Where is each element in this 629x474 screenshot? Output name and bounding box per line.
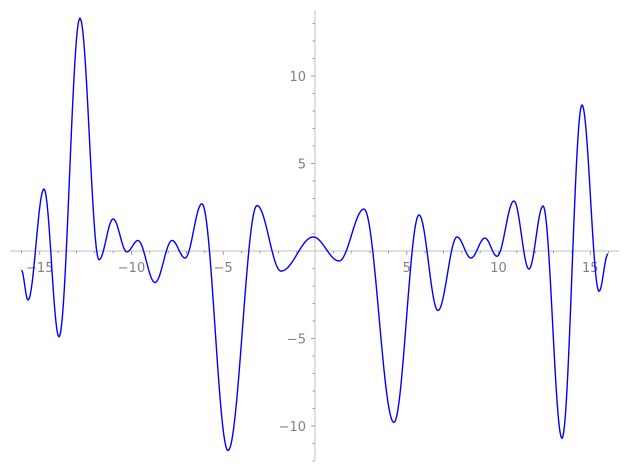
ticks xyxy=(20,23,609,462)
axes xyxy=(10,10,619,460)
x-tick-label: −10 xyxy=(118,261,145,276)
x-tick-label: 5 xyxy=(403,261,411,276)
x-tick-label: −5 xyxy=(214,261,233,276)
series-line xyxy=(21,17,609,452)
x-tick-label: 10 xyxy=(490,261,507,276)
y-tick-label: 10 xyxy=(289,70,306,85)
x-tick-label: −15 xyxy=(26,261,53,276)
y-tick-label: −10 xyxy=(279,420,306,435)
y-tick-label: −5 xyxy=(287,333,306,348)
y-tick-label: 5 xyxy=(298,158,306,173)
